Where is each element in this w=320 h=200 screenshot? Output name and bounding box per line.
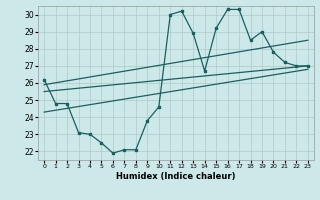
X-axis label: Humidex (Indice chaleur): Humidex (Indice chaleur) [116,172,236,181]
